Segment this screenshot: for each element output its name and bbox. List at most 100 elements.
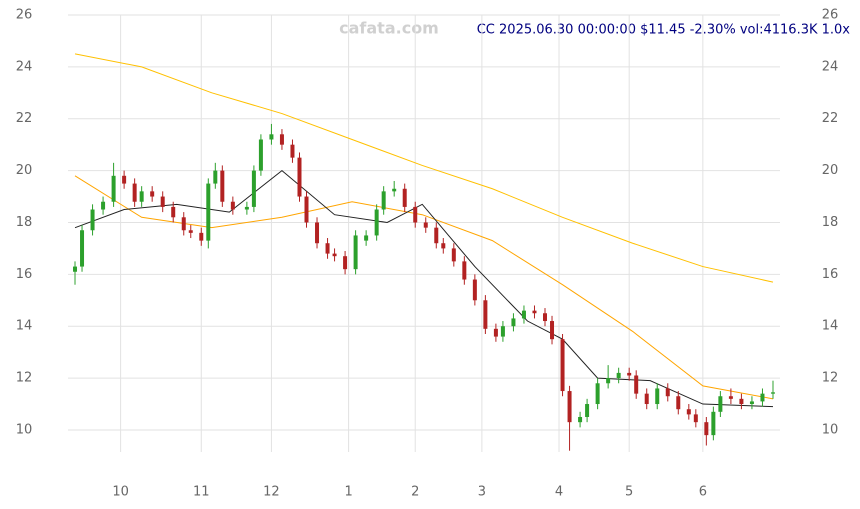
candle-body <box>206 183 211 241</box>
candle <box>511 313 516 332</box>
candle <box>686 404 691 420</box>
candle <box>413 201 418 228</box>
x-tick-label: 4 <box>555 485 563 500</box>
candle-body <box>627 372 632 376</box>
watermark: cafata.com <box>339 19 439 38</box>
x-tick-label: 5 <box>625 485 633 500</box>
candle <box>770 380 775 399</box>
candle <box>500 321 505 342</box>
candle-body <box>728 396 733 399</box>
candle <box>665 383 670 402</box>
candle <box>634 370 639 399</box>
candle-body <box>111 175 116 202</box>
candle-body <box>493 328 498 337</box>
moving-average <box>74 175 774 400</box>
y-tick-label-right: 14 <box>822 319 839 334</box>
candle-body <box>181 217 186 231</box>
candle <box>325 238 330 259</box>
candle <box>343 251 348 275</box>
candle-body <box>578 416 583 423</box>
candle-body <box>606 378 611 384</box>
candle <box>150 186 155 202</box>
candle-body <box>704 422 709 436</box>
candle <box>483 295 488 334</box>
candle-body <box>230 201 235 210</box>
candle-body <box>258 139 263 171</box>
candle-body <box>188 230 193 233</box>
candle-body <box>171 206 176 218</box>
candle <box>392 180 397 197</box>
candle-body <box>251 170 256 207</box>
candle <box>139 186 144 207</box>
candle <box>493 323 498 342</box>
candle-body <box>676 396 681 410</box>
candle <box>606 365 611 389</box>
candle-body <box>693 414 698 423</box>
moving-average <box>74 169 774 408</box>
candle-body <box>213 170 218 184</box>
y-tick-label: 12 <box>16 371 33 386</box>
candle-body <box>532 310 537 314</box>
candle <box>258 134 263 176</box>
candle <box>80 225 85 272</box>
candle <box>441 238 446 254</box>
y-tick-label: 10 <box>16 422 33 437</box>
y-tick-label: 20 <box>16 163 33 178</box>
candle-body <box>760 393 765 402</box>
candle <box>704 416 709 446</box>
candle <box>244 201 249 215</box>
x-tick-label: 1 <box>344 485 352 500</box>
candle-body <box>199 232 204 241</box>
candle-body <box>711 411 716 436</box>
candle <box>315 217 320 249</box>
candle <box>160 191 165 213</box>
candle-body <box>139 191 144 202</box>
candle <box>171 201 176 223</box>
candle <box>578 411 583 428</box>
candle <box>423 217 428 233</box>
y-tick-label-right: 10 <box>822 422 839 437</box>
candle-body <box>304 196 309 223</box>
candle <box>332 248 337 262</box>
moving-average <box>74 53 774 283</box>
candle <box>434 222 439 249</box>
candle-body <box>472 279 477 301</box>
candle <box>213 162 218 189</box>
candle-body <box>297 157 302 197</box>
candle <box>451 243 456 267</box>
candle <box>402 183 407 213</box>
candle <box>676 391 681 415</box>
candle <box>739 393 744 410</box>
candle <box>279 129 284 150</box>
candle-body <box>655 388 660 405</box>
candle-body <box>770 392 775 394</box>
y-tick-label-right: 16 <box>822 267 839 282</box>
candle-body <box>616 372 621 379</box>
candle <box>595 378 600 410</box>
candle-body <box>122 175 127 184</box>
candle-body <box>392 188 397 192</box>
candle <box>644 388 649 410</box>
candle-body <box>739 398 744 405</box>
candle-body <box>279 134 284 145</box>
y-tick-label-right: 26 <box>822 8 839 23</box>
x-tick-label: 2 <box>411 485 419 500</box>
y-tick-label-right: 22 <box>822 111 839 126</box>
candle-body <box>462 261 467 280</box>
x-tick-label: 6 <box>699 485 707 500</box>
candle-body <box>567 391 572 423</box>
candle-body <box>73 266 78 272</box>
candle-body <box>402 188 407 207</box>
candle <box>188 225 193 239</box>
candle <box>73 261 78 285</box>
y-tick-label: 14 <box>16 319 33 334</box>
candle <box>199 227 204 246</box>
candle <box>101 196 106 215</box>
y-tick-label: 16 <box>16 267 33 282</box>
candle-body <box>634 375 639 394</box>
candle <box>374 204 379 241</box>
candle-body <box>150 191 155 197</box>
candle-body <box>511 318 516 327</box>
y-tick-label-right: 20 <box>822 163 839 178</box>
